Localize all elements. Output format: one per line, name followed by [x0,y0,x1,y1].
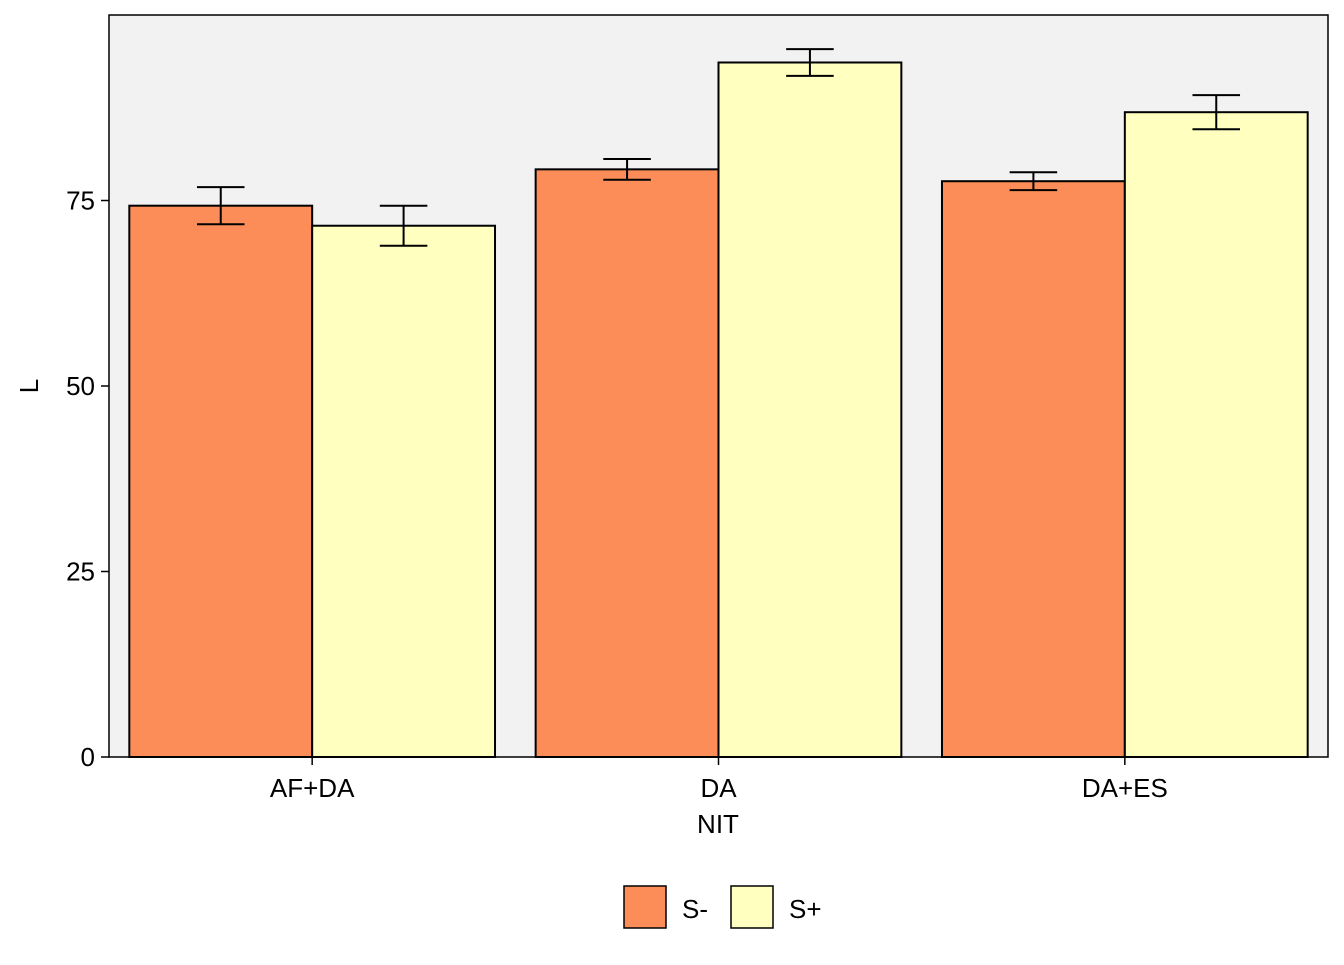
bar-da-s-minus [534,168,720,758]
x-tick-label: DA [700,773,737,803]
x-axis: AF+DA DA DA+ES [270,757,1168,803]
y-axis-title: L [14,379,44,393]
errorbar-da-es-s-minus [1009,171,1058,192]
errorbar-da-s-plus [786,48,834,77]
bar-da-es-s-plus [1123,111,1309,758]
x-tick-label: DA+ES [1082,773,1168,803]
y-axis: 0 25 50 75 [66,186,109,772]
bar-da-s-plus [717,61,903,759]
x-tick-label: AF+DA [270,773,355,803]
errorbar-da-s-minus [603,157,651,181]
errorbar-da-es-s-plus [1192,94,1241,131]
x-axis-title: NIT [697,809,739,839]
y-tick-label: 75 [66,186,95,216]
legend-label-s-plus: S+ [789,894,822,924]
errorbar-af-da-s-minus [196,186,245,226]
y-tick-label: 50 [66,371,95,401]
errorbars-layer [196,48,1241,247]
bar-af-da-s-plus [311,224,497,758]
errorbar-af-da-s-plus [379,204,428,247]
y-tick-label: 0 [81,742,95,772]
bar-da-es-s-minus [940,180,1126,758]
legend-key-s-plus [730,885,774,929]
bar-af-da-s-minus [128,204,314,759]
y-tick-label: 25 [66,557,95,587]
legend-key-s-minus [623,885,667,929]
legend: S- S+ [623,885,822,929]
bars-layer [128,61,1309,759]
legend-label-s-minus: S- [682,894,708,924]
